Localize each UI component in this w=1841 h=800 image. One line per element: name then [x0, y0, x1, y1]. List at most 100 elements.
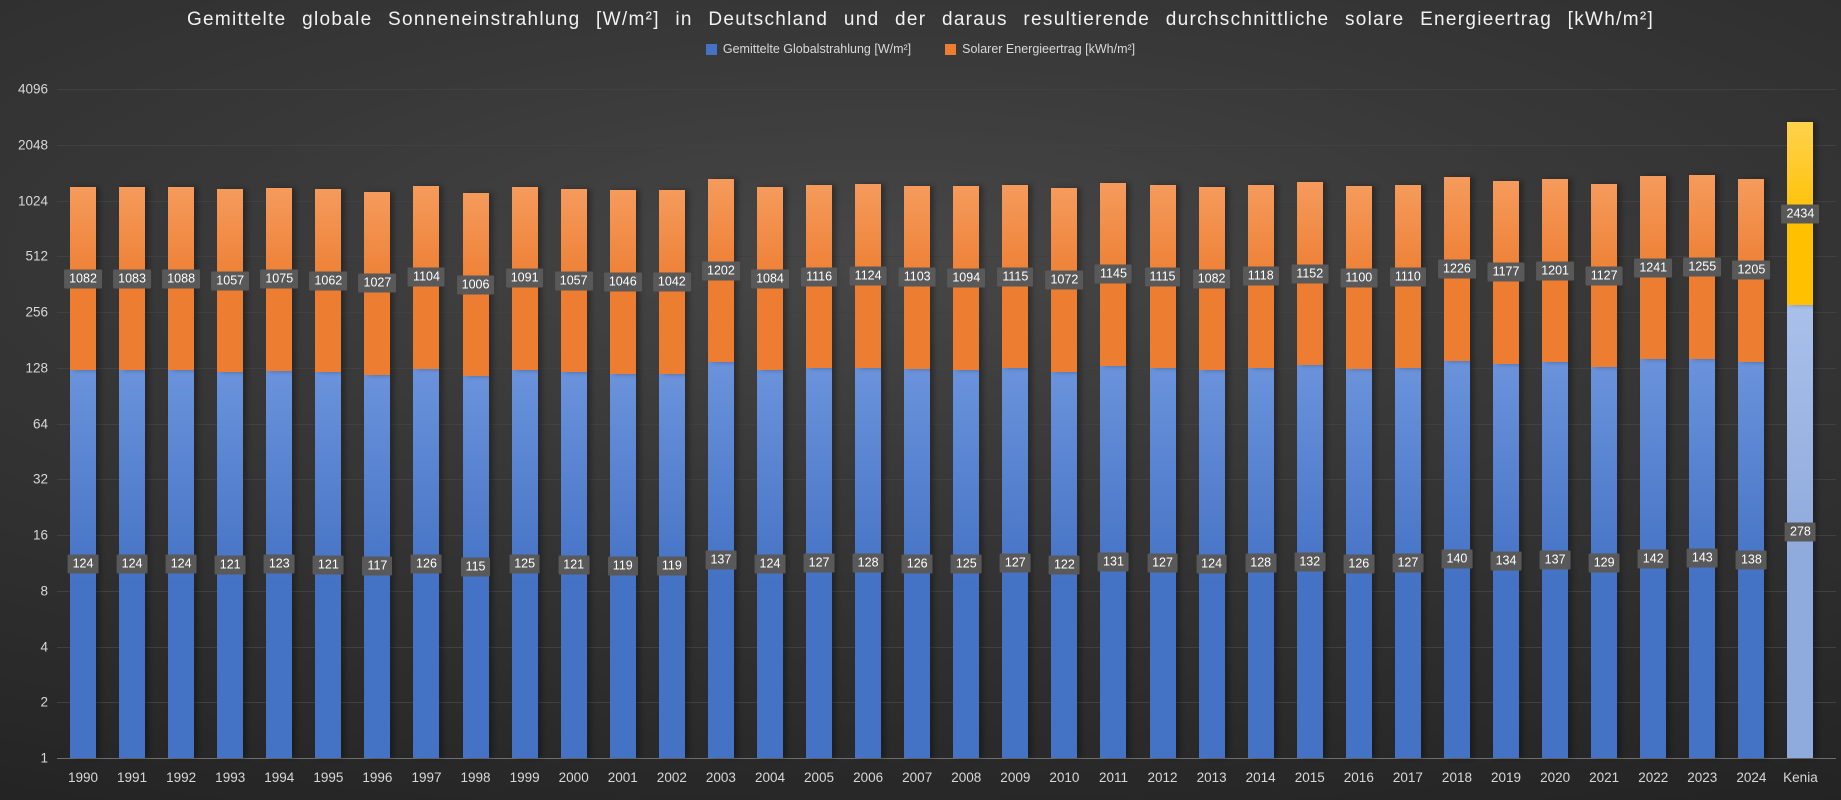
legend-item-globalstrahlung: Gemittelte Globalstrahlung [W/m²] [705, 42, 912, 56]
data-label-energieertrag: 1094 [947, 268, 986, 288]
data-label-energieertrag: 1152 [1291, 264, 1329, 284]
y-tick-label: 4096 [17, 81, 48, 97]
legend-label: Solarer Energieertrag [kWh/m²] [962, 42, 1136, 56]
data-label-energieertrag: 1205 [1732, 260, 1771, 280]
y-tick-label: 1024 [17, 193, 48, 208]
data-label-energieertrag: 1091 [505, 268, 544, 288]
data-label-globalstrahlung: 132 [1294, 552, 1326, 572]
data-label-globalstrahlung: 134 [1490, 551, 1522, 571]
data-label-globalstrahlung: 117 [362, 556, 393, 576]
data-label-energieertrag: 1042 [652, 272, 691, 292]
data-label-energieertrag: 1127 [1585, 266, 1623, 286]
data-label-globalstrahlung: 137 [1539, 550, 1571, 570]
data-label-globalstrahlung: 121 [214, 555, 246, 575]
x-tick-label: 2011 [1098, 770, 1128, 785]
data-label-energieertrag: 1057 [554, 271, 593, 291]
x-tick-label: 2007 [902, 770, 933, 785]
legend-label: Gemittelte Globalstrahlung [W/m²] [722, 42, 912, 56]
x-tick-label: 1999 [509, 770, 540, 785]
data-label-energieertrag: 1202 [702, 261, 740, 281]
data-label-energieertrag: 1110 [1389, 267, 1426, 287]
data-label-energieertrag: 1046 [603, 272, 642, 292]
data-label-globalstrahlung: 138 [1735, 550, 1767, 570]
data-label-energieertrag: 1124 [849, 266, 887, 286]
x-tick-label: 1993 [215, 770, 246, 785]
x-tick-label: 2023 [1687, 770, 1718, 785]
data-label-globalstrahlung: 278 [1785, 522, 1816, 542]
x-tick-label: 2003 [705, 770, 736, 785]
x-tick-label: 1997 [411, 770, 442, 785]
gridline [57, 702, 1836, 704]
data-label-globalstrahlung: 127 [1147, 553, 1178, 573]
data-label-energieertrag: 1226 [1438, 259, 1476, 279]
x-tick-label: 2005 [804, 770, 835, 785]
data-label-globalstrahlung: 131 [1098, 552, 1129, 572]
data-label-energieertrag: 1082 [1192, 269, 1231, 289]
data-label-globalstrahlung: 125 [950, 554, 982, 574]
data-label-globalstrahlung: 124 [116, 554, 148, 574]
x-tick-label: 2013 [1196, 770, 1227, 785]
y-tick-label: 32 [32, 471, 48, 487]
data-label-energieertrag: 1201 [1536, 261, 1574, 281]
x-tick-label: 2004 [754, 770, 785, 785]
data-label-globalstrahlung: 143 [1686, 548, 1718, 568]
data-label-energieertrag: 1145 [1095, 264, 1132, 284]
x-tick-label: 2014 [1245, 770, 1276, 785]
gridline [57, 256, 1836, 258]
y-tick-label: 256 [25, 304, 48, 320]
y-tick-label: 2 [40, 694, 48, 710]
gridline [57, 312, 1836, 313]
y-tick-label: 4 [40, 639, 48, 654]
data-label-energieertrag: 1082 [64, 269, 102, 289]
x-tick-label: 2016 [1343, 770, 1374, 785]
data-label-globalstrahlung: 124 [754, 554, 786, 574]
x-tick-label: 1995 [313, 770, 344, 785]
data-label-energieertrag: 1103 [898, 267, 936, 287]
data-label-globalstrahlung: 124 [165, 554, 197, 574]
data-label-energieertrag: 1057 [211, 271, 250, 291]
data-label-globalstrahlung: 124 [1196, 554, 1228, 574]
data-label-energieertrag: 1255 [1683, 257, 1722, 277]
data-label-energieertrag: 1084 [751, 269, 789, 289]
x-tick-label: 2022 [1638, 770, 1669, 785]
chart-legend: Gemittelte Globalstrahlung [W/m²] Solarer… [0, 42, 1841, 56]
data-label-energieertrag: 1116 [801, 267, 838, 287]
gridline [57, 535, 1836, 536]
data-label-globalstrahlung: 127 [803, 553, 835, 573]
x-tick-label: 2012 [1147, 770, 1178, 785]
data-label-energieertrag: 1072 [1045, 270, 1084, 290]
x-tick-label: 1998 [460, 770, 491, 785]
x-tick-label: 2024 [1736, 770, 1767, 785]
y-tick-label: 128 [25, 360, 48, 376]
y-tick-label: 8 [40, 583, 48, 599]
data-label-globalstrahlung: 122 [1048, 555, 1080, 575]
data-label-globalstrahlung: 140 [1441, 549, 1473, 569]
data-label-energieertrag: 1100 [1340, 268, 1378, 288]
gridline [57, 590, 1836, 592]
chart-title: Gemittelte globale Sonneneinstrahlung [W… [186, 9, 1655, 30]
data-label-globalstrahlung: 123 [263, 554, 295, 574]
legend-swatch-icon [705, 43, 717, 55]
x-tick-label: 2000 [558, 770, 589, 785]
x-tick-label: 2008 [951, 770, 982, 785]
data-label-globalstrahlung: 115 [460, 557, 491, 577]
gridline [57, 89, 1836, 90]
x-tick-label: 2021 [1589, 770, 1620, 785]
legend-swatch-icon [945, 43, 957, 55]
data-label-energieertrag: 1088 [162, 269, 201, 289]
data-label-energieertrag: 1083 [113, 269, 151, 289]
data-label-globalstrahlung: 128 [1245, 553, 1277, 573]
x-tick-label: 2002 [656, 770, 687, 785]
data-label-energieertrag: 1118 [1242, 266, 1279, 286]
data-label-globalstrahlung: 126 [411, 554, 442, 573]
x-tick-label: 2017 [1392, 770, 1423, 785]
data-label-globalstrahlung: 121 [312, 555, 344, 575]
data-label-energieertrag: 1241 [1634, 258, 1673, 278]
x-tick-label: Kenia [1783, 770, 1818, 785]
x-tick-label: 2019 [1490, 770, 1522, 785]
data-label-energieertrag: 1062 [309, 271, 348, 291]
data-label-energieertrag: 1115 [1144, 267, 1181, 287]
data-label-globalstrahlung: 119 [607, 556, 638, 576]
gridline [57, 646, 1836, 648]
data-label-energieertrag: 1075 [260, 269, 299, 289]
